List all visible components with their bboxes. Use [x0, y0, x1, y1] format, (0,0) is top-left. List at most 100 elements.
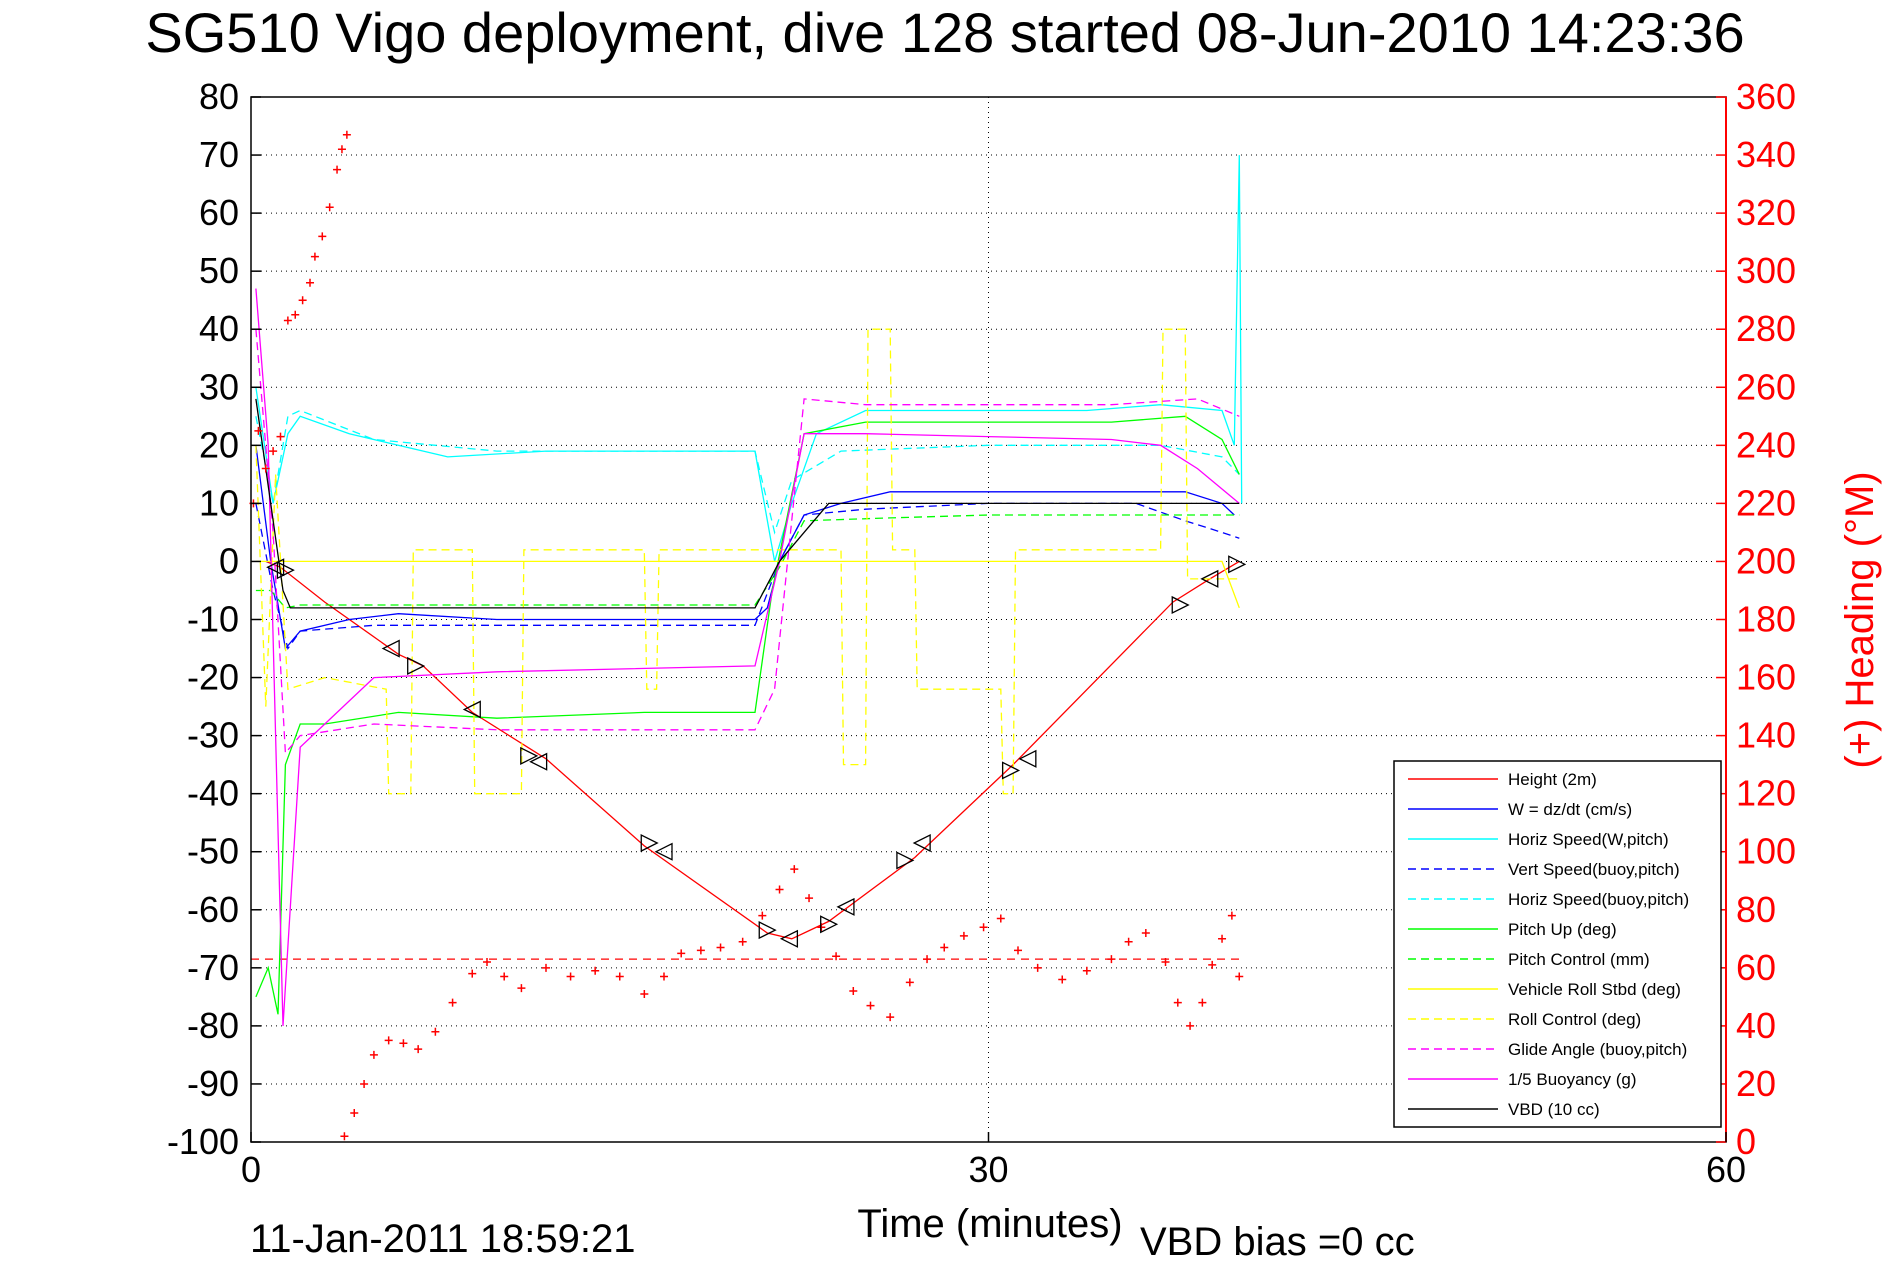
y-tick-label-right: 40	[1736, 1005, 1776, 1046]
y-tick-label-right: 320	[1736, 192, 1796, 233]
heading-marker	[261, 464, 270, 473]
triangle-marker	[896, 851, 915, 870]
legend: Height (2m) W = dz/dt (cm/s) Horiz Speed(W…	[1393, 760, 1722, 1128]
x-tick-label: 0	[241, 1149, 261, 1190]
y-tick-label-right: 220	[1736, 482, 1796, 523]
heading-marker	[1198, 998, 1207, 1007]
footer-vbd-bias: VBD bias =0 cc	[1140, 1220, 1415, 1262]
heading-marker	[542, 963, 550, 972]
chart-title: SG510 Vigo deployment, dive 128 started …	[145, 1, 1744, 64]
y-tick-label-right: 260	[1736, 366, 1796, 407]
heading-marker	[269, 447, 278, 456]
heading-marker	[399, 1039, 408, 1048]
heading-marker	[254, 426, 263, 435]
y-tick-label-left: -10	[187, 599, 239, 640]
heading-marker	[1058, 975, 1067, 984]
heading-marker	[940, 943, 949, 952]
series-line-8	[255, 328, 1240, 795]
series-line-9	[255, 329, 1240, 755]
y-tick-label-left: 80	[199, 76, 239, 117]
y-tick-label-left: -20	[187, 657, 239, 698]
heading-marker	[905, 978, 914, 987]
series-line-6	[255, 514, 1240, 609]
y-tick-label-right: 20	[1736, 1063, 1776, 1104]
heading-marker	[517, 984, 526, 993]
heading-marker	[1107, 955, 1116, 964]
x-tick-label: 60	[1706, 1149, 1746, 1190]
heading-marker	[448, 998, 457, 1007]
y-tick-label-left: -100	[167, 1121, 239, 1162]
heading-marker	[886, 1013, 895, 1022]
heading-marker	[306, 278, 314, 287]
footer-date: 11-Jan-2011 18:59:21	[250, 1217, 636, 1261]
triangle-marker	[912, 833, 931, 853]
triangle-marker	[820, 915, 839, 934]
y-tick-label-left: 10	[199, 482, 239, 523]
heading-marker	[468, 969, 477, 978]
series-line-4	[255, 409, 1240, 535]
heading-marker	[716, 943, 725, 952]
triangle-marker	[1171, 595, 1190, 615]
heading-marker	[866, 1001, 875, 1010]
y-tick-label-left: -40	[187, 773, 239, 814]
triangle-marker	[640, 833, 659, 853]
heading-marker	[775, 885, 784, 894]
y-tick-label-left: -50	[187, 831, 239, 872]
heading-marker	[640, 989, 649, 998]
legend-label: Pitch Control (mm)	[1508, 950, 1650, 969]
heading-marker	[758, 911, 767, 920]
triangle-marker	[520, 746, 539, 765]
y-tick-label-left: 0	[219, 540, 239, 581]
legend-label: Horiz Speed(W,pitch)	[1508, 830, 1669, 849]
y-tick-label-right: 240	[1736, 424, 1796, 465]
heading-marker	[310, 252, 319, 261]
y-tick-label-right: 0	[1736, 1121, 1756, 1162]
y-tick-label-right: 360	[1736, 76, 1796, 117]
heading-marker	[333, 165, 342, 174]
legend-label: Vehicle Roll Stbd (deg)	[1508, 980, 1681, 999]
series-line-2	[255, 155, 1243, 562]
x-axis-label: Time (minutes)	[857, 1202, 1122, 1246]
y-tick-label-right: 180	[1736, 599, 1796, 640]
triangle-marker	[758, 921, 777, 940]
heading-marker	[790, 865, 799, 874]
y-tick-label-left: 50	[199, 250, 239, 291]
heading-marker	[1014, 946, 1022, 955]
heading-marker	[360, 1079, 369, 1088]
heading-marker	[298, 296, 307, 305]
y-tick-label-left: 70	[199, 134, 239, 175]
heading-marker	[660, 972, 668, 981]
heading-marker	[832, 952, 841, 961]
y-tick-label-right: 60	[1736, 947, 1776, 988]
legend-label: Vert Speed(buoy,pitch)	[1508, 860, 1680, 879]
heading-marker	[1208, 960, 1217, 969]
y-tick-label-left: -60	[187, 889, 239, 930]
heading-marker	[1227, 911, 1236, 920]
y-tick-label-right: 120	[1736, 773, 1796, 814]
y-tick-label-left: -80	[187, 1005, 239, 1046]
heading-marker	[923, 955, 932, 964]
heading-marker	[1141, 929, 1150, 937]
y-tick-label-right: 140	[1736, 715, 1796, 756]
heading-marker	[276, 432, 285, 441]
y-axis-right-label: (+) Heading (°M)	[1838, 471, 1882, 768]
heading-marker	[291, 310, 300, 319]
legend-label: Glide Angle (buoy,pitch)	[1508, 1040, 1687, 1059]
y-tick-label-left: -70	[187, 947, 239, 988]
heading-marker	[1161, 958, 1170, 967]
series-line-5	[255, 415, 1240, 1015]
y-tick-label-right: 340	[1736, 134, 1796, 175]
heading-marker	[591, 966, 600, 975]
heading-marker	[318, 232, 327, 241]
heading-marker	[283, 316, 292, 325]
legend-label: Pitch Up (deg)	[1508, 920, 1617, 939]
legend-box	[1393, 760, 1722, 1128]
y-axis-right: 3603403203002802602402202001801601401201…	[1716, 76, 1796, 1162]
y-tick-label-left: -90	[187, 1063, 239, 1104]
heading-marker	[325, 203, 334, 212]
heading-marker	[566, 972, 575, 981]
heading-marker	[431, 1027, 440, 1036]
heading-marker	[1186, 1021, 1195, 1030]
heading-marker	[805, 894, 814, 903]
